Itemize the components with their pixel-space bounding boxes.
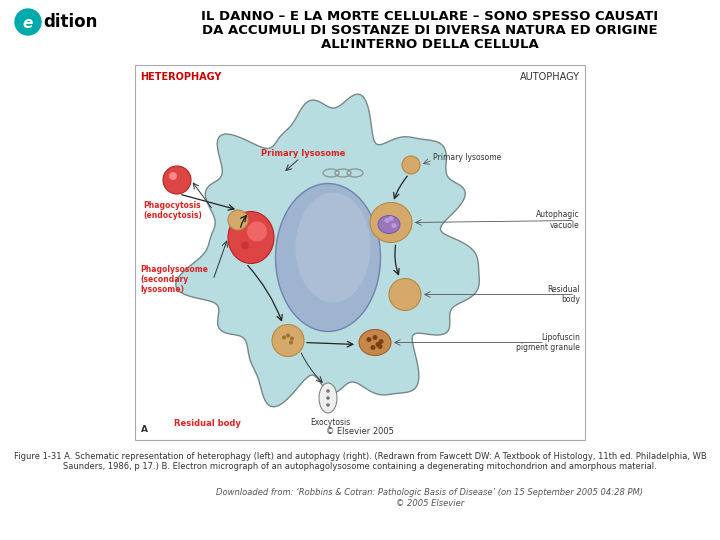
Text: (secondary: (secondary bbox=[140, 275, 188, 285]
Text: (endocytosis): (endocytosis) bbox=[143, 211, 202, 219]
Text: Saunders, 1986, p 17.) B. Electron micrograph of an autophagolysosome containing: Saunders, 1986, p 17.) B. Electron micro… bbox=[63, 462, 657, 471]
Circle shape bbox=[389, 279, 421, 310]
Circle shape bbox=[389, 216, 394, 221]
Text: body: body bbox=[561, 295, 580, 304]
Circle shape bbox=[376, 342, 380, 347]
Text: lysosome): lysosome) bbox=[140, 286, 184, 294]
Ellipse shape bbox=[378, 215, 400, 233]
Text: Autophagic: Autophagic bbox=[536, 210, 580, 219]
Polygon shape bbox=[176, 94, 480, 407]
Ellipse shape bbox=[319, 383, 337, 413]
Circle shape bbox=[290, 336, 294, 341]
Text: pigment granule: pigment granule bbox=[516, 343, 580, 352]
Ellipse shape bbox=[276, 184, 380, 332]
Circle shape bbox=[326, 396, 330, 400]
Ellipse shape bbox=[370, 202, 412, 242]
Circle shape bbox=[372, 335, 377, 340]
Circle shape bbox=[326, 389, 330, 393]
Circle shape bbox=[384, 218, 390, 223]
Circle shape bbox=[379, 339, 384, 344]
Text: Exocytosis: Exocytosis bbox=[310, 418, 350, 427]
Text: Downloaded from: ‘Robbins & Cotran: Pathologic Basis of Disease’ (on 15 Septembe: Downloaded from: ‘Robbins & Cotran: Path… bbox=[217, 488, 644, 497]
Ellipse shape bbox=[359, 329, 391, 355]
Text: © 2005 Elsevier: © 2005 Elsevier bbox=[396, 499, 464, 508]
Text: © Elsevier 2005: © Elsevier 2005 bbox=[326, 428, 394, 436]
Ellipse shape bbox=[295, 192, 371, 302]
Circle shape bbox=[228, 210, 248, 230]
Circle shape bbox=[241, 241, 249, 249]
Circle shape bbox=[377, 344, 382, 349]
Circle shape bbox=[366, 337, 372, 342]
Text: Phagocytosis: Phagocytosis bbox=[143, 200, 201, 210]
Circle shape bbox=[15, 9, 41, 35]
Text: Primary lysosome: Primary lysosome bbox=[261, 148, 345, 158]
Circle shape bbox=[169, 172, 177, 180]
Text: dition: dition bbox=[43, 13, 97, 31]
Text: Residual: Residual bbox=[547, 285, 580, 294]
Ellipse shape bbox=[228, 212, 274, 264]
Circle shape bbox=[282, 335, 286, 340]
Text: IL DANNO – E LA MORTE CELLULARE – SONO SPESSO CAUSATI: IL DANNO – E LA MORTE CELLULARE – SONO S… bbox=[202, 10, 659, 23]
Circle shape bbox=[326, 403, 330, 407]
Circle shape bbox=[163, 166, 191, 194]
Text: DA ACCUMULI DI SOSTANZE DI DIVERSA NATURA ED ORIGINE: DA ACCUMULI DI SOSTANZE DI DIVERSA NATUR… bbox=[202, 24, 658, 37]
Circle shape bbox=[402, 156, 420, 174]
Circle shape bbox=[247, 221, 267, 241]
Bar bbox=[135, 65, 585, 440]
Text: e: e bbox=[23, 16, 33, 30]
Circle shape bbox=[392, 223, 397, 228]
Circle shape bbox=[289, 341, 293, 345]
Circle shape bbox=[286, 334, 290, 338]
Text: ALL’INTERNO DELLA CELLULA: ALL’INTERNO DELLA CELLULA bbox=[321, 38, 539, 51]
Text: A: A bbox=[141, 426, 148, 435]
Text: Lipofuscin: Lipofuscin bbox=[541, 333, 580, 342]
Circle shape bbox=[272, 325, 304, 356]
Circle shape bbox=[371, 345, 376, 350]
Text: AUTOPHAGY: AUTOPHAGY bbox=[520, 72, 580, 82]
Text: Primary lysosome: Primary lysosome bbox=[433, 152, 501, 161]
Text: Residual body: Residual body bbox=[174, 420, 240, 429]
Text: vacuole: vacuole bbox=[550, 221, 580, 230]
Text: Phagolysosome: Phagolysosome bbox=[140, 266, 208, 274]
Text: HETEROPHAGY: HETEROPHAGY bbox=[140, 72, 221, 82]
Text: Figure 1-31 A. Schematic representation of heterophagy (left) and autophagy (rig: Figure 1-31 A. Schematic representation … bbox=[14, 452, 706, 461]
